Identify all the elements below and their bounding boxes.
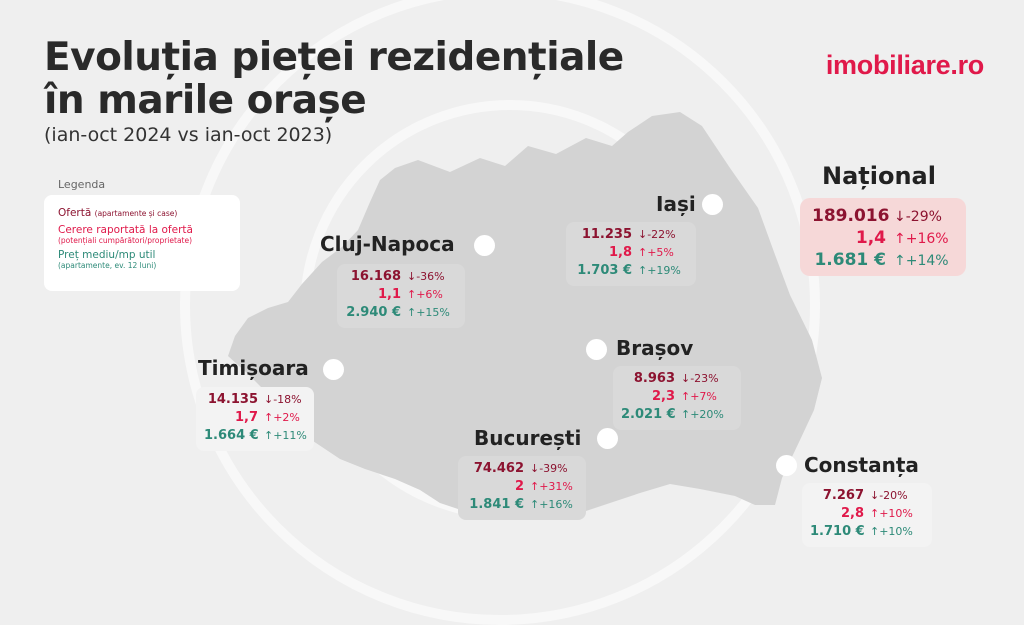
demand-value: 2,3 <box>651 389 675 404</box>
legend-box: Ofertă (apartamente și case) Cerere rapo… <box>44 195 240 291</box>
legend-item-label: Preț mediu/mp util <box>58 249 156 261</box>
offer-change: ↓-22% <box>638 228 676 241</box>
legend-item-note: (apartamente și case) <box>94 209 178 218</box>
stat-row-demand: 2,3 ↑+7% <box>621 389 733 407</box>
demand-change: ↑+2% <box>264 411 300 424</box>
stat-row-price: 2.021 € ↑+20% <box>621 407 733 425</box>
stat-row-demand: 1,1 ↑+6% <box>345 287 457 305</box>
offer-change: ↓-23% <box>681 372 719 385</box>
stats-box-national: 189.016 ↓-29% 1,4 ↑+16% 1.681 € ↑+14% <box>800 198 966 276</box>
city-marker-bucuresti[interactable] <box>597 428 618 449</box>
demand-change: ↑+7% <box>681 390 717 403</box>
demand-change: ↑+5% <box>638 246 674 259</box>
city-label-national: Național <box>822 162 936 190</box>
demand-value: 1,7 <box>234 410 258 425</box>
offer-value: 7.267 <box>822 488 864 503</box>
price-value: 1.841 € <box>469 497 524 512</box>
city-marker-iasi[interactable] <box>702 194 723 215</box>
offer-value: 11.235 <box>581 227 632 242</box>
demand-change: ↑+31% <box>530 480 573 493</box>
offer-change: ↓-20% <box>870 489 908 502</box>
price-change: ↑+10% <box>870 525 913 538</box>
demand-value: 2 <box>514 479 524 494</box>
legend-item-offer: Ofertă (apartamente și case) <box>58 207 232 220</box>
demand-value: 1,8 <box>608 245 632 260</box>
stat-row-price: 2.940 € ↑+15% <box>345 305 457 323</box>
stat-row-offer: 7.267 ↓-20% <box>810 488 924 506</box>
price-change: ↑+16% <box>530 498 573 511</box>
price-value: 1.664 € <box>204 428 259 443</box>
city-label-timisoara: Timișoara <box>198 356 309 380</box>
stat-row-price: 1.710 € ↑+10% <box>810 524 924 542</box>
offer-change: ↓-29% <box>894 209 942 225</box>
price-value: 1.703 € <box>577 263 632 278</box>
stat-row-offer: 11.235 ↓-22% <box>574 227 688 245</box>
city-label-iasi: Iași <box>656 192 696 216</box>
demand-value: 1,4 <box>855 228 886 248</box>
price-value: 2.021 € <box>621 407 676 422</box>
demand-change: ↑+10% <box>870 507 913 520</box>
offer-value: 189.016 <box>812 206 890 226</box>
city-label-constanta: Constanța <box>804 453 919 477</box>
city-label-brasov: Brașov <box>616 336 694 360</box>
legend-title: Legenda <box>58 178 106 191</box>
stat-row-offer: 8.963 ↓-23% <box>621 371 733 389</box>
legend-item-label: Ofertă <box>58 207 92 219</box>
city-marker-cluj-napoca[interactable] <box>474 235 495 256</box>
city-marker-timisoara[interactable] <box>323 359 344 380</box>
page-title: Evoluția pieței rezidențiale în marile o… <box>44 36 624 122</box>
price-value: 2.940 € <box>346 305 401 320</box>
demand-change: ↑+16% <box>894 231 949 247</box>
city-label-cluj-napoca: Cluj-Napoca <box>320 232 455 256</box>
stats-box-timisoara: 14.135 ↓-18% 1,7 ↑+2% 1.664 € ↑+11% <box>196 387 314 451</box>
title-line-1: Evoluția pieței rezidențiale <box>44 35 624 80</box>
offer-value: 74.462 <box>473 461 524 476</box>
stat-row-demand: 2 ↑+31% <box>466 479 578 497</box>
stat-row-price: 1.681 € ↑+14% <box>812 250 954 272</box>
title-line-2: în marile orașe <box>44 78 367 123</box>
legend-item-price: Preț mediu/mp util (apartamente, ev. 12 … <box>58 249 232 270</box>
page-subtitle: (ian-oct 2024 vs ian-oct 2023) <box>44 124 333 146</box>
price-change: ↑+14% <box>894 253 949 269</box>
stat-row-price: 1.841 € ↑+16% <box>466 497 578 515</box>
stats-box-iasi: 11.235 ↓-22% 1,8 ↑+5% 1.703 € ↑+19% <box>566 222 696 286</box>
stat-row-demand: 1,7 ↑+2% <box>204 410 306 428</box>
legend-item-note: (apartamente, ev. 12 luni) <box>58 261 157 270</box>
city-marker-brasov[interactable] <box>586 339 607 360</box>
offer-value: 14.135 <box>207 392 258 407</box>
stats-box-brasov: 8.963 ↓-23% 2,3 ↑+7% 2.021 € ↑+20% <box>613 366 741 430</box>
demand-value: 1,1 <box>377 287 401 302</box>
offer-change: ↓-39% <box>530 462 568 475</box>
stats-box-constanta: 7.267 ↓-20% 2,8 ↑+10% 1.710 € ↑+10% <box>802 483 932 547</box>
legend-item-label: Cerere raportată la ofertă <box>58 224 193 236</box>
stat-row-price: 1.703 € ↑+19% <box>574 263 688 281</box>
legend-item-note: (potențiali cumpărători/proprietate) <box>58 236 193 245</box>
price-value: 1.681 € <box>814 250 886 270</box>
legend-item-demand: Cerere raportată la ofertă (potențiali c… <box>58 224 232 245</box>
offer-value: 16.168 <box>350 269 401 284</box>
demand-change: ↑+6% <box>407 288 443 301</box>
stats-box-cluj-napoca: 16.168 ↓-36% 1,1 ↑+6% 2.940 € ↑+15% <box>337 264 465 328</box>
stat-row-offer: 189.016 ↓-29% <box>812 206 954 228</box>
brand-logo[interactable]: imobiliare.ro <box>825 50 984 80</box>
city-marker-constanta[interactable] <box>776 455 797 476</box>
stat-row-demand: 2,8 ↑+10% <box>810 506 924 524</box>
offer-value: 8.963 <box>633 371 675 386</box>
stat-row-offer: 14.135 ↓-18% <box>204 392 306 410</box>
stats-box-bucuresti: 74.462 ↓-39% 2 ↑+31% 1.841 € ↑+16% <box>458 456 586 520</box>
demand-value: 2,8 <box>840 506 864 521</box>
price-change: ↑+11% <box>264 429 307 442</box>
offer-change: ↓-18% <box>264 393 302 406</box>
price-change: ↑+15% <box>407 306 450 319</box>
stat-row-demand: 1,4 ↑+16% <box>812 228 954 250</box>
stat-row-offer: 74.462 ↓-39% <box>466 461 578 479</box>
price-change: ↑+19% <box>638 264 681 277</box>
offer-change: ↓-36% <box>407 270 445 283</box>
city-label-bucuresti: București <box>474 426 582 450</box>
stat-row-price: 1.664 € ↑+11% <box>204 428 307 446</box>
stat-row-demand: 1,8 ↑+5% <box>574 245 688 263</box>
stat-row-offer: 16.168 ↓-36% <box>345 269 457 287</box>
price-value: 1.710 € <box>810 524 865 539</box>
price-change: ↑+20% <box>681 408 724 421</box>
